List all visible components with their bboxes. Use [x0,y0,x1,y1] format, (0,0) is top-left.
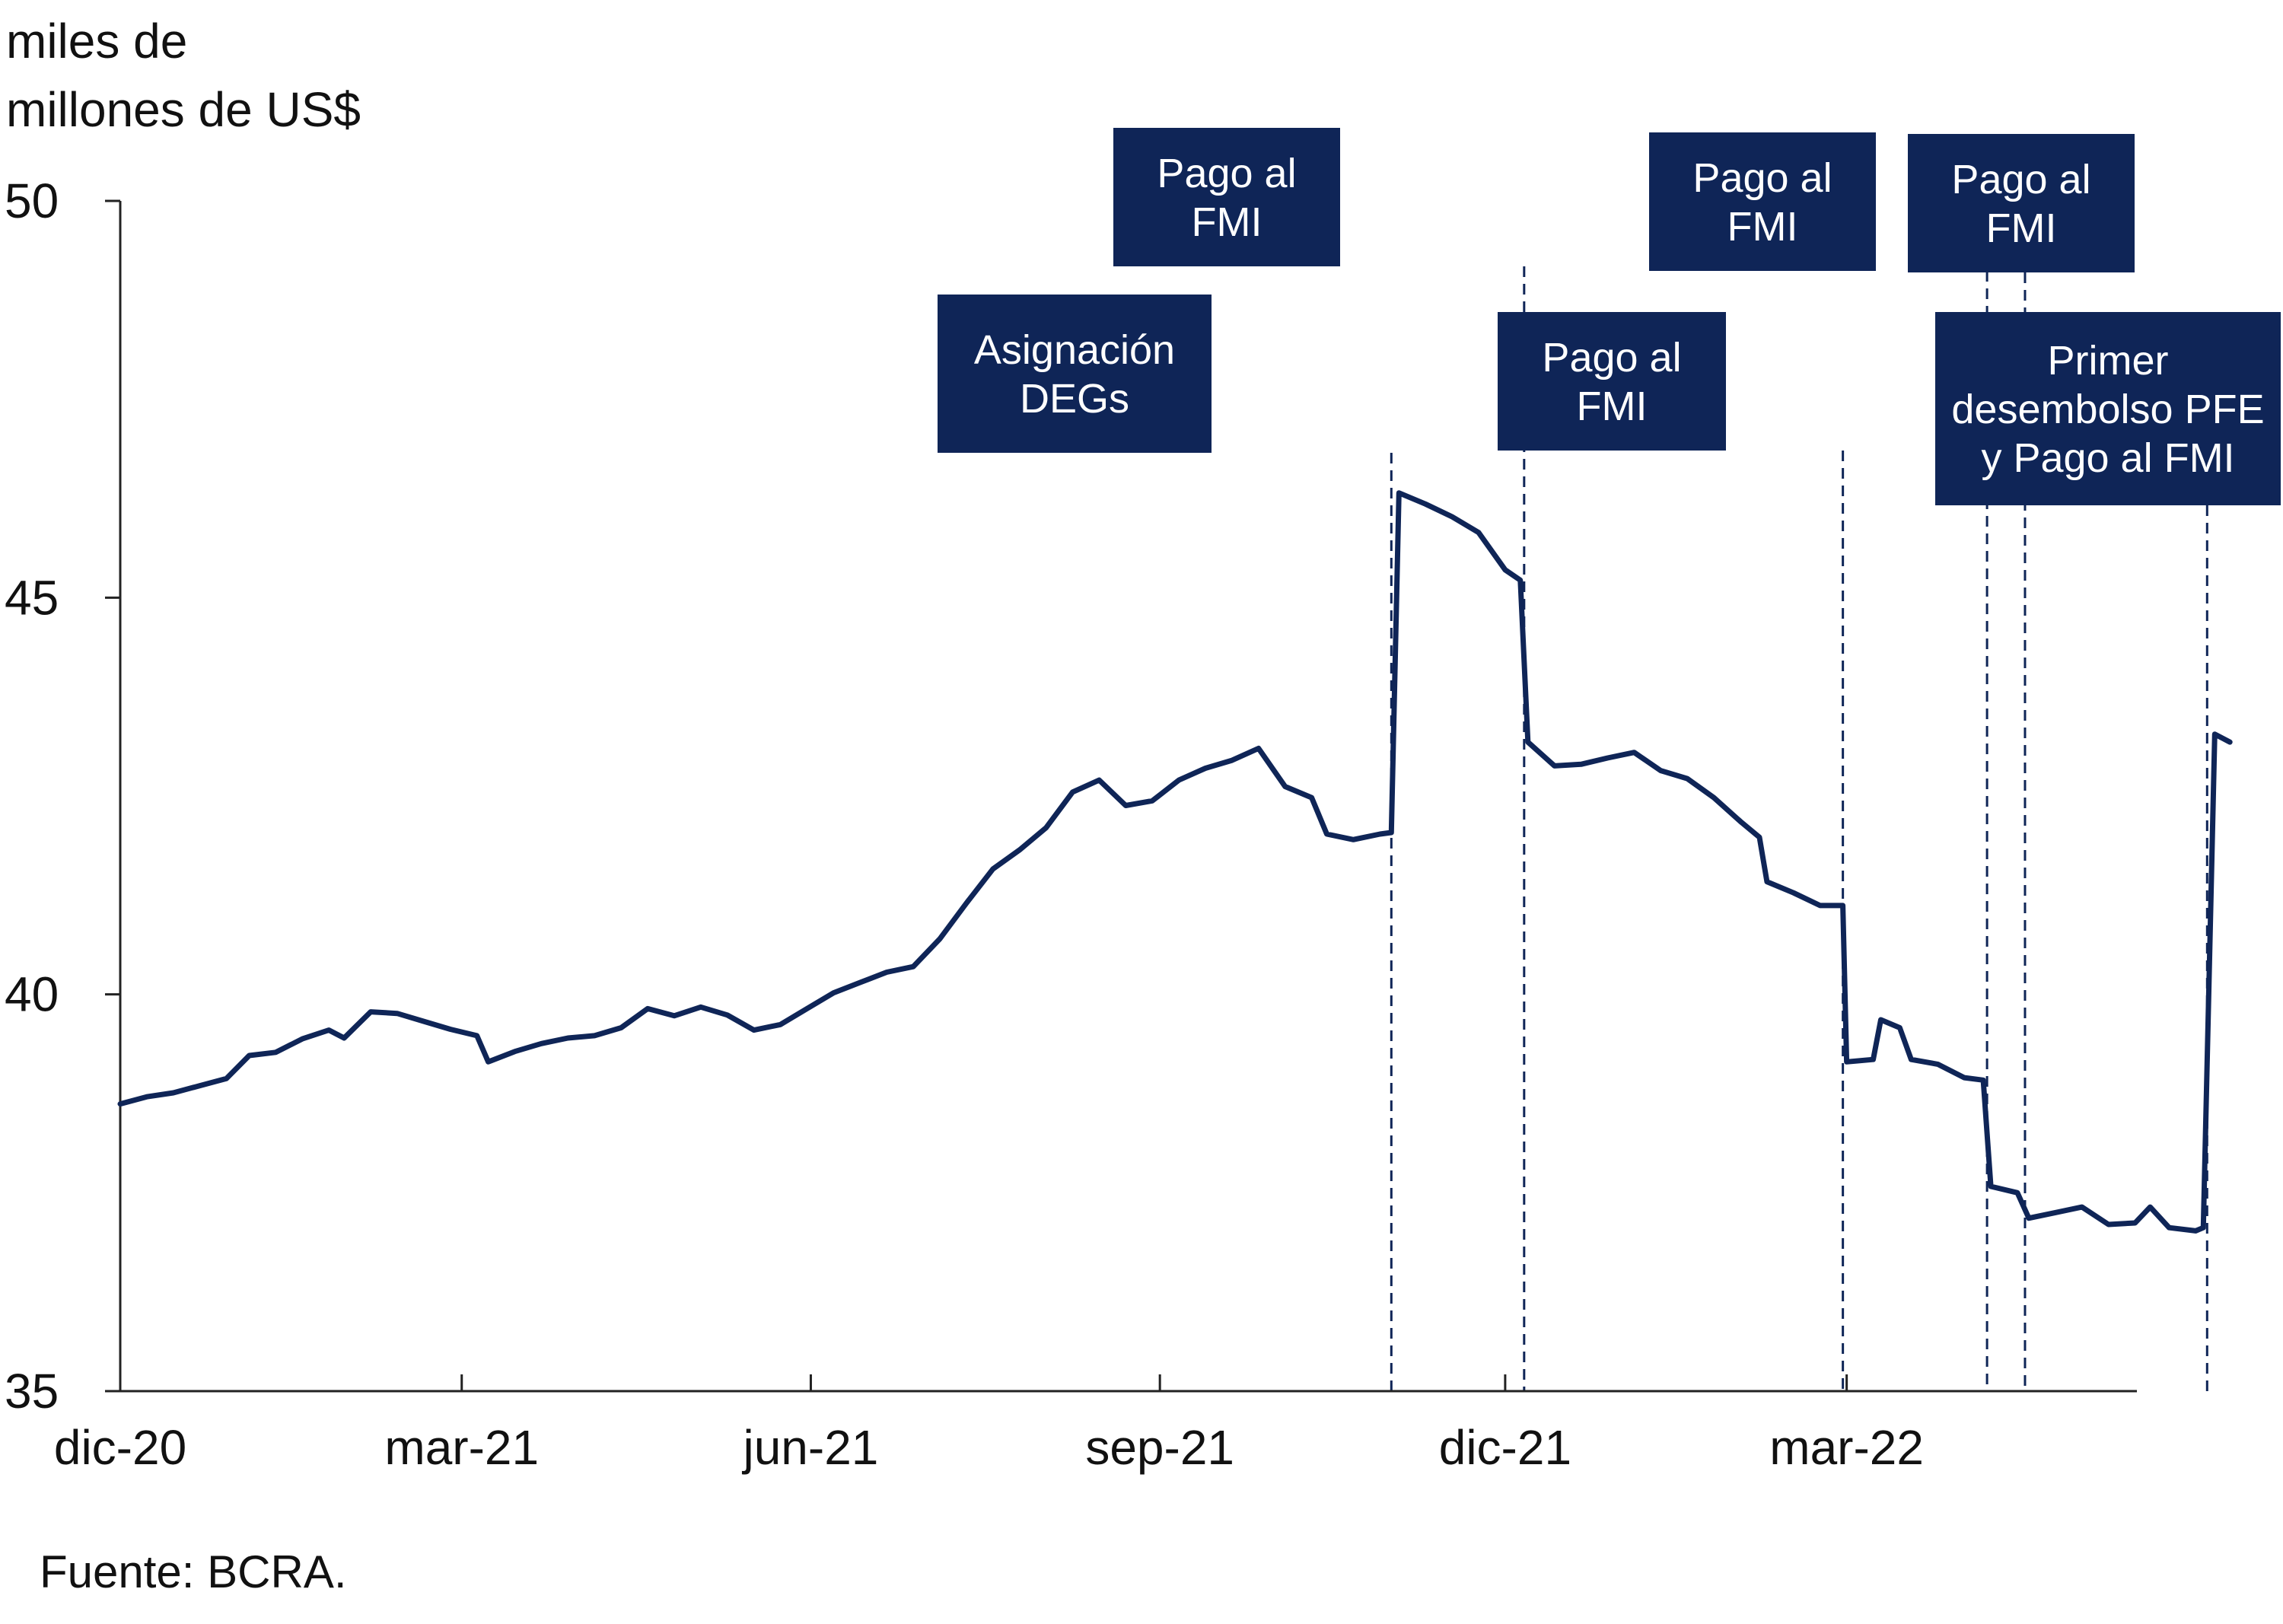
event-label-text: DEGs [1020,376,1129,422]
y-axis-label-line: millones de US$ [6,82,361,137]
event-label-text: Asignación [974,327,1175,373]
x-tick-label: mar-21 [384,1420,539,1475]
y-tick-label: 40 [5,967,59,1022]
event-label-text: Pago al [1951,157,2090,202]
y-tick-label: 50 [5,174,59,228]
event-label-text: y Pago al FMI [1981,435,2234,481]
series [117,490,2233,1234]
x-tick-label: sep-21 [1085,1420,1234,1475]
event-label-box [1935,312,2281,505]
x-tick-label: jun-21 [741,1420,878,1475]
event-label-text: Pago al [1692,155,1832,201]
x-tick-label: mar-22 [1769,1420,1924,1475]
event-label-text: FMI [1727,204,1798,250]
event-label-text: FMI [1192,199,1262,245]
event-label-text: FMI [1986,205,2057,251]
event-label-text: Pago al [1157,151,1296,196]
event-label-text: FMI [1577,384,1648,429]
axes: 35 40 45 50 dic-20 mar-21 jun-21 sep-21 dic-21 ma… [5,174,2137,1475]
x-tick-label: dic-21 [1439,1420,1571,1475]
reserves-series-line [117,490,2233,1234]
y-tick-label: 35 [5,1364,59,1419]
source-note: Fuente: BCRA. [40,1546,347,1597]
event-label-box [938,295,1212,453]
y-axis-label-line: miles de [6,14,187,68]
event-label-box [1908,134,2135,272]
y-axis-label: miles de millones de US$ [6,14,361,137]
event-label-text: Pago al [1542,335,1681,381]
event-label-box [1113,128,1340,266]
x-tick-label: dic-20 [54,1420,186,1475]
event-label-text: desembolso PFE [1951,387,2264,432]
event-label-text: Primer [2048,338,2169,384]
event-label-box [1498,312,1726,451]
y-tick-label: 45 [5,570,59,625]
event-label-box [1649,132,1876,271]
